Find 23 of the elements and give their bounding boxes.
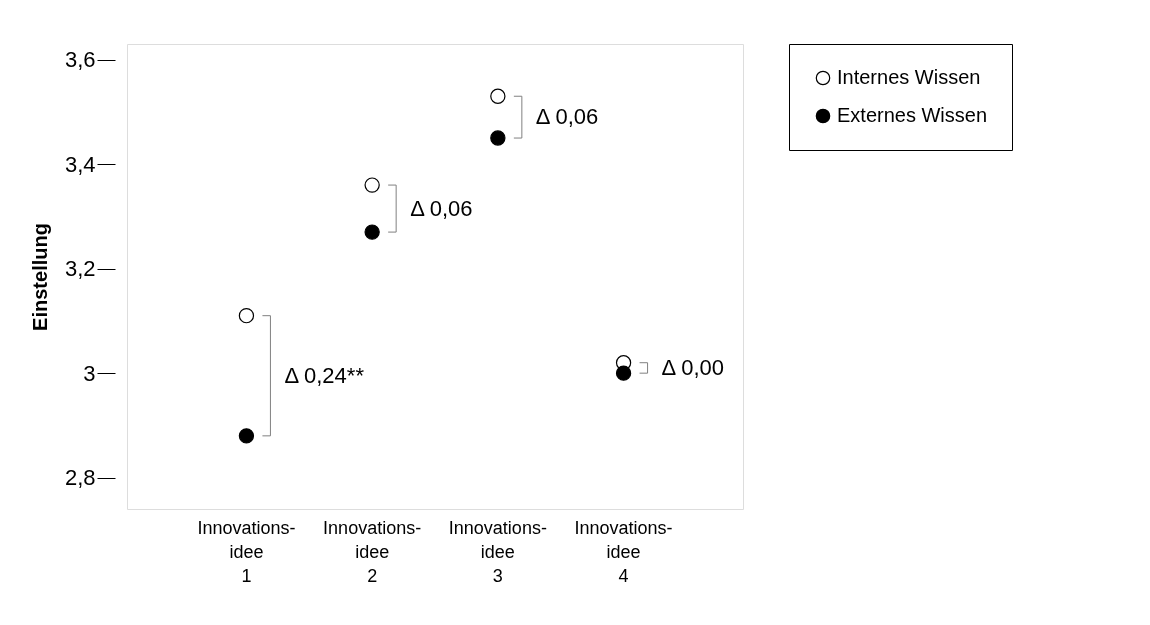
point [364,177,380,193]
y-tick-label: 3,6 [64,47,96,73]
y-tick-label: 3 [83,360,96,386]
annotation: Δ 0,06 [410,195,473,221]
x-tick-label: Innovations- idee 2 [323,517,422,586]
point [490,88,506,104]
legend-label: Internes Wissen [837,66,981,88]
annotation: Δ 0,00 [661,354,724,380]
point [364,224,380,240]
point [490,130,506,146]
point [615,365,632,381]
x-tick-label: Innovations- idee 4 [574,517,673,586]
y-axis-title: Einstellung [28,223,51,331]
x-tick-label: Innovations- idee 1 [197,517,296,586]
point [238,308,255,324]
y-tick-label: 3,2 [64,256,96,282]
annotation: Δ 0,24** [284,362,365,388]
annotation: Δ 0,06 [535,104,599,130]
legend-label: Externes Wissen [837,104,988,126]
x-tick-label: Innovations- idee 3 [448,517,547,586]
point [238,428,255,444]
y-tick-label: 3,4 [64,151,96,177]
y-tick-label: 2,8 [64,465,96,491]
